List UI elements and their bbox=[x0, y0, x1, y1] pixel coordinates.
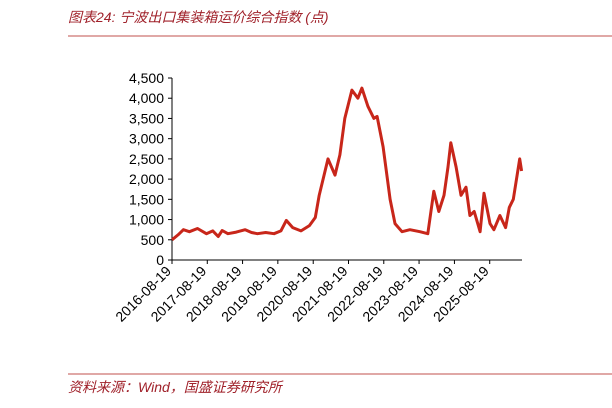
series-line bbox=[171, 86, 524, 241]
y-tick-label: 4,500 bbox=[129, 70, 164, 86]
chart-title: 图表24: 宁波出口集装箱运价综合指数 (点) bbox=[68, 9, 329, 25]
source-note: 资料来源：Wind，国盛证券研究所 bbox=[68, 379, 284, 395]
y-tick-label: 4,000 bbox=[129, 90, 164, 106]
y-tick-label: 3,500 bbox=[129, 110, 164, 126]
y-tick-label: 2,000 bbox=[129, 171, 164, 187]
y-tick-label: 1,000 bbox=[129, 212, 164, 228]
y-tick-label: 0 bbox=[156, 252, 164, 268]
y-tick-label: 1,500 bbox=[129, 191, 164, 207]
y-tick-label: 2,500 bbox=[129, 151, 164, 167]
y-tick-label: 500 bbox=[141, 232, 165, 248]
y-tick-label: 3,000 bbox=[129, 131, 164, 147]
